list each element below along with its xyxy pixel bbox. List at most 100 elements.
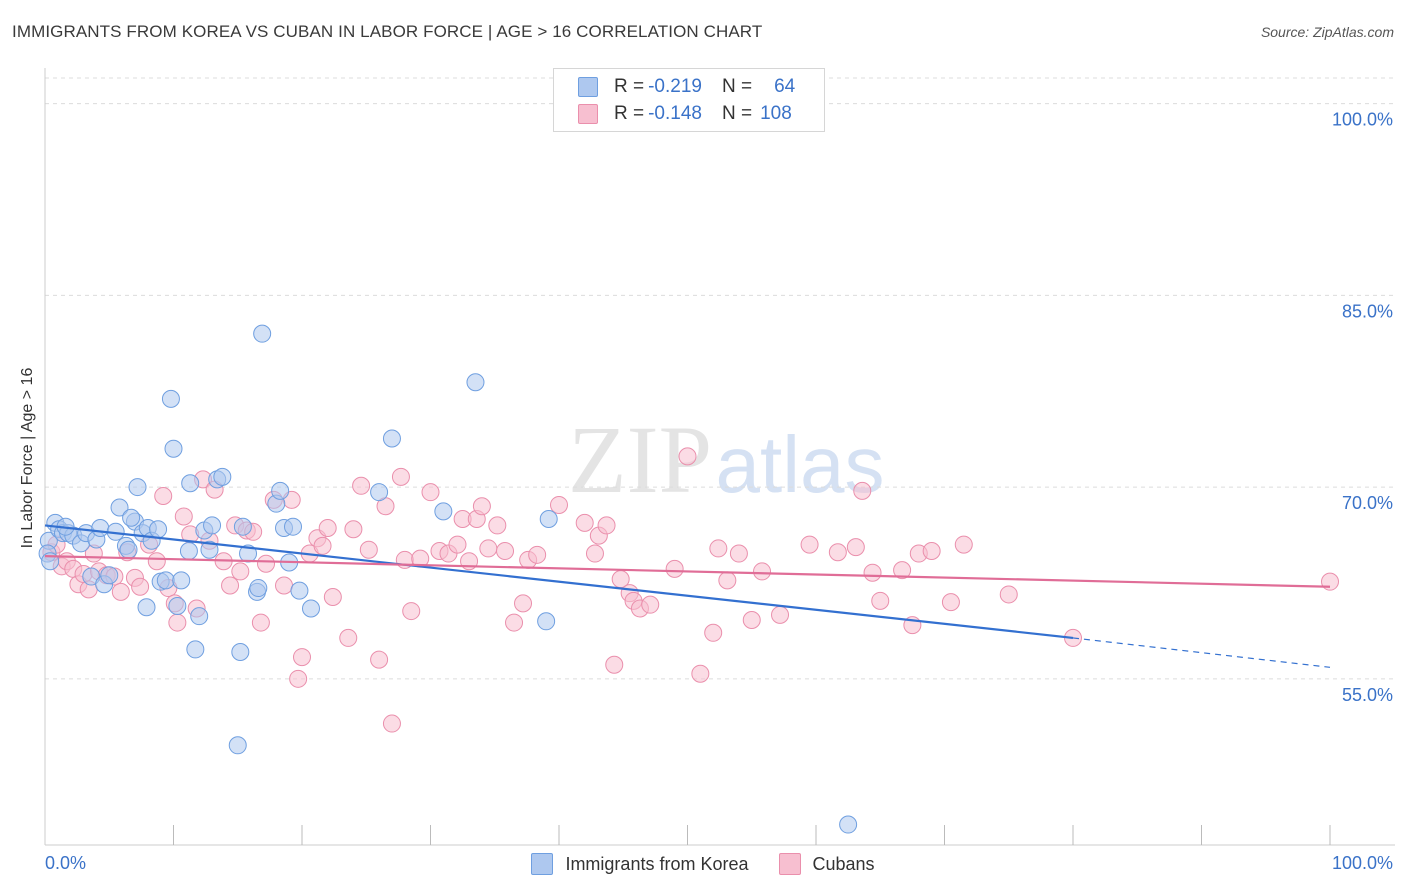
y-tick-label-1: 70.0% (1342, 493, 1393, 513)
cuban-point-68 (505, 613, 524, 632)
cuban-point-60 (448, 535, 467, 554)
cuban-point-69 (514, 594, 533, 613)
korea-point-56 (466, 373, 485, 392)
korea-point-30 (179, 541, 198, 560)
cuban-point-98 (871, 591, 890, 610)
korea-point-53 (370, 483, 389, 502)
korea-point-23 (149, 520, 168, 539)
cuban-point-48 (352, 476, 371, 495)
cuban-point-99 (893, 561, 912, 580)
x-tick-label-1: 100.0% (1332, 853, 1393, 873)
cuban-point-17 (147, 552, 166, 571)
cuban-point-74 (585, 544, 604, 563)
cuban-point-47 (344, 520, 363, 539)
korea-point-12 (100, 566, 119, 585)
korea-point-52 (301, 599, 320, 618)
korea-point-27 (164, 439, 183, 458)
korea-r-value: -0.219 (648, 76, 702, 97)
korea-point-28 (168, 596, 187, 615)
cuban-point-45 (323, 588, 342, 607)
korea-trend-line (44, 524, 1074, 640)
y-tick-label-2: 85.0% (1342, 301, 1393, 321)
cuban-point-67 (496, 541, 515, 560)
korea-point-54 (382, 429, 401, 448)
cuban-point-85 (691, 664, 710, 683)
cuban-point-94 (828, 543, 847, 562)
cuban-swatch (578, 104, 598, 124)
watermark: ZIP atlas (568, 406, 884, 513)
korea-point-51 (290, 581, 309, 600)
korea-point-55 (434, 502, 453, 521)
korea-point-62 (122, 508, 141, 527)
cuban-point-22 (174, 507, 193, 526)
cuban-point-46 (339, 628, 358, 647)
korea-point-47 (271, 481, 290, 500)
axes (44, 68, 1395, 846)
grid-lines (45, 77, 1395, 680)
cuban-point-88 (718, 571, 737, 590)
korea-point-18 (128, 478, 147, 497)
trend-lines (44, 524, 1331, 668)
cuban-point-55 (402, 602, 421, 621)
cuban-point-82 (641, 595, 660, 614)
korea-point-59 (839, 815, 858, 834)
cuban-point-15 (131, 577, 150, 596)
korea-point-39 (228, 736, 247, 755)
cuban-point-35 (257, 554, 276, 573)
cuban-point-73 (575, 513, 594, 532)
korea-point-25 (156, 571, 175, 590)
legend-item-cuban[interactable]: Cubans (778, 852, 875, 876)
cuban-point-65 (479, 539, 498, 558)
cuban-point-89 (729, 544, 748, 563)
cuban-point-12 (111, 582, 130, 601)
cuban-point-43 (313, 536, 332, 555)
cuban-point-57 (421, 483, 440, 502)
n-label: N = (721, 76, 753, 97)
korea-point-38 (213, 467, 232, 486)
cuban-point-21 (168, 613, 187, 632)
cuban-point-31 (231, 562, 250, 581)
korea-point-26 (161, 389, 180, 408)
korea-point-45 (253, 324, 272, 343)
korea-point-20 (137, 598, 156, 617)
cuban-point-86 (704, 623, 723, 642)
korea-trend-extension (1072, 637, 1331, 668)
korea-point-40 (231, 642, 250, 661)
korea-legend-swatch (531, 853, 554, 875)
legend-item-korea[interactable]: Immigrants from Korea (531, 852, 749, 876)
cuban-point-71 (528, 545, 547, 564)
cuban-point-90 (742, 611, 761, 630)
series-legend: Immigrants from Korea Cubans (0, 852, 1406, 876)
cuban-point-77 (605, 655, 624, 674)
korea-point-58 (539, 510, 558, 529)
korea-point-35 (200, 540, 219, 559)
cuban-point-40 (293, 648, 311, 667)
cuban-point-93 (800, 535, 819, 554)
r-label: R = (614, 103, 645, 124)
y-tick-label-3: 100.0% (1332, 110, 1393, 130)
korea-point-57 (537, 612, 556, 631)
korea-point-31 (181, 474, 200, 493)
cuban-n-value: 108 (760, 103, 792, 124)
cuban-point-72 (550, 495, 568, 514)
cuban-point-95 (846, 538, 865, 557)
cuban-trend-line (44, 554, 1331, 588)
cuban-point-105 (999, 585, 1018, 604)
chart-title: IMMIGRANTS FROM KOREA VS CUBAN IN LABOR … (12, 22, 763, 41)
cuban-point-39 (289, 669, 308, 688)
korea-point-29 (172, 571, 191, 590)
korea-n-value: 64 (774, 76, 796, 97)
cuban-point-37 (275, 576, 294, 595)
cuban-point-104 (954, 535, 973, 554)
cuban-point-76 (597, 516, 616, 535)
cuban-point-52 (382, 714, 401, 733)
cuban-point-84 (678, 447, 697, 466)
tick-labels: 55.0% 70.0% 85.0% 100.0% 0.0% 100.0% (45, 110, 1393, 873)
legend-row-cuban: R = -0.148 N = 108 (578, 102, 792, 126)
cuban-r-value: -0.148 (648, 103, 702, 124)
cuban-point-87 (709, 539, 728, 558)
cuban-point-34 (251, 613, 270, 632)
cuban-point-18 (154, 487, 173, 506)
cuban-point-102 (922, 541, 941, 560)
